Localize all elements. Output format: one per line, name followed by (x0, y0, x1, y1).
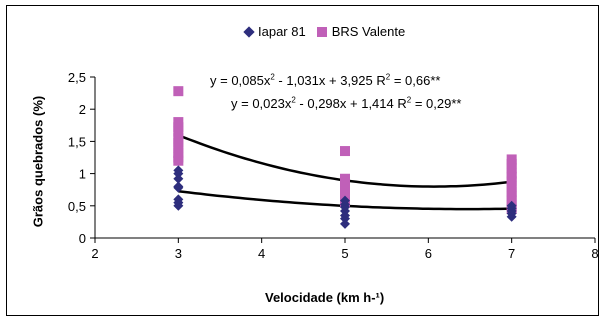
y-axis-label: Grãos quebrados (%) (30, 95, 46, 228)
point-brs-valente (173, 117, 184, 128)
point-iapar-81 (340, 218, 350, 229)
legend-label-brs: BRS Valente (331, 24, 406, 39)
x-tick-label: 4 (258, 246, 265, 261)
point-brs-valente (340, 146, 350, 157)
point-brs-valente (173, 126, 184, 137)
point-brs-valente (340, 186, 350, 197)
legend-label-iapar: Iapar 81 (258, 24, 306, 39)
chart-svg: 2 3 4 5 6 7 8 0 0,5 1 1,5 2 2,5 (68, 70, 599, 261)
x-tick-label: 2 (91, 246, 98, 261)
square-marker-icon (316, 26, 327, 37)
y-tick-label: 0,5 (68, 199, 86, 214)
diamond-marker-icon (243, 25, 255, 38)
y-tick-label: 1 (79, 167, 86, 182)
legend: Iapar 81 BRS Valente (243, 24, 411, 39)
point-brs-valente (506, 195, 517, 206)
point-brs-valente (506, 181, 517, 192)
y-tick-label: 2 (79, 102, 86, 117)
legend-item-iapar: Iapar 81 (243, 24, 306, 39)
y-tick-label: 2,5 (68, 70, 86, 85)
y-tick-label: 0 (79, 231, 86, 246)
point-iapar-81 (340, 195, 350, 206)
point-iapar-81 (173, 194, 184, 205)
legend-item-brs: BRS Valente (316, 24, 406, 39)
point-brs-valente (173, 86, 184, 97)
x-axis-label: Velocidade (km h-¹) (265, 290, 385, 305)
point-iapar-81 (506, 200, 517, 211)
x-tick-label: 7 (508, 246, 515, 261)
chart-frame: 2 3 4 5 6 7 8 0 0,5 1 1,5 2 2,5 Iapar 81 BRS Valente… (6, 5, 599, 316)
x-tick-label: 5 (341, 246, 348, 261)
equation-lower: y = 0,023x2 - 0,298x + 1,414 R2 = 0,29** (231, 95, 462, 111)
x-tick-label: 8 (591, 246, 598, 261)
x-tick-label: 3 (175, 246, 182, 261)
y-tick-label: 1,5 (68, 134, 86, 149)
point-brs-valente (173, 155, 184, 166)
point-iapar-81 (173, 173, 184, 184)
point-iapar-81 (173, 165, 184, 176)
point-brs-valente (340, 181, 350, 192)
point-brs-valente (506, 176, 517, 187)
point-brs-valente (173, 137, 184, 148)
x-tick-label: 6 (425, 246, 432, 261)
point-brs-valente (506, 163, 517, 174)
point-brs-valente (173, 142, 184, 153)
point-iapar-81 (173, 181, 184, 192)
equation-upper: y = 0,085x2 - 1,031x + 3,925 R2 = 0,66** (210, 72, 441, 88)
